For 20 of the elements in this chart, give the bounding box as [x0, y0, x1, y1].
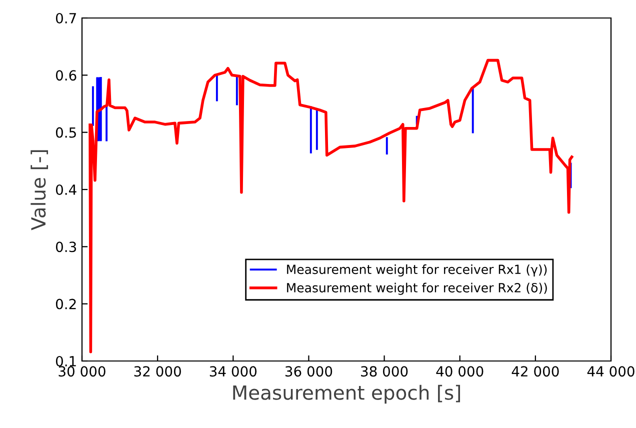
y-axis-title: Value [-]	[30, 150, 48, 230]
y-tick-label: 0.1	[56, 356, 76, 366]
line-series	[88, 58, 574, 354]
y-tick-label: 0.5	[56, 127, 76, 138]
x-tick-label: 30 000	[58, 366, 106, 377]
y-tick-label: 0.6	[56, 70, 76, 81]
x-tick-label: 36 000	[285, 366, 332, 377]
x-tick-label: 42 000	[512, 366, 559, 377]
y-tick-label: 0.3	[56, 242, 76, 252]
x-axis-title: Measurement epoch [s]	[233, 384, 460, 404]
x-tick-label: 40 000	[436, 366, 484, 377]
x-tick-label: 34 000	[210, 366, 257, 377]
legend-label: Measurement weight for receiver Rx2 (δ))	[287, 282, 547, 295]
x-tick-label: 44 000	[587, 366, 634, 377]
x-tick-label: 32 000	[134, 366, 181, 377]
legend-label: Measurement weight for receiver Rx1 (γ))	[287, 264, 547, 277]
y-tick-label: 0.4	[56, 184, 76, 195]
y-tick-label: 0.7	[56, 12, 76, 24]
x-tick-label: 38 000	[361, 366, 408, 377]
y-tick-label: 0.2	[56, 298, 76, 310]
